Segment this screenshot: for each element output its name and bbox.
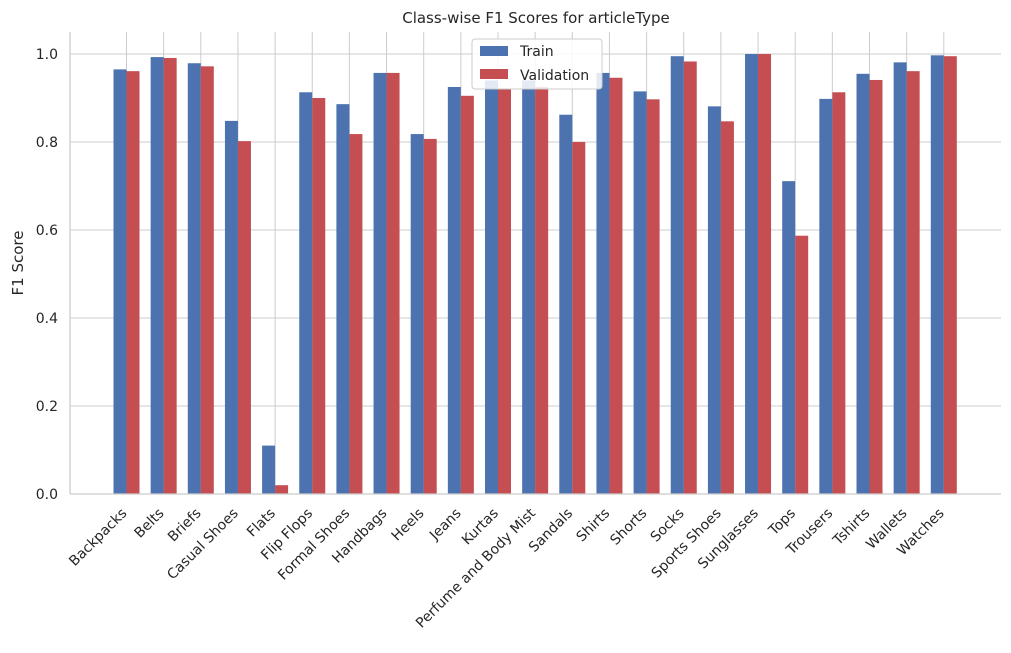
bar-validation-shirts — [609, 77, 623, 494]
x-tick-label: Shirts — [574, 506, 614, 546]
y-tick-label: 0.2 — [36, 399, 58, 415]
bar-validation-tops — [795, 235, 809, 494]
x-tick-label: Tops — [765, 506, 799, 540]
legend-label-validation: Validation — [520, 68, 589, 84]
chart-title: Class-wise F1 Scores for articleType — [402, 9, 670, 27]
y-tick-label: 0.4 — [36, 311, 58, 327]
bar-train-formal-shoes — [336, 104, 350, 494]
bar-train-heels — [410, 134, 424, 494]
bar-train-tops — [782, 181, 796, 494]
bar-validation-jeans — [460, 95, 474, 495]
bar-train-belts — [150, 57, 164, 495]
x-tick-label: Heels — [389, 506, 428, 545]
bar-train-tshirts — [856, 73, 870, 495]
y-axis-label: F1 Score — [9, 231, 27, 296]
bar-validation-flats — [275, 485, 289, 494]
bar-validation-sports-shoes — [720, 121, 734, 494]
bar-train-perfume-and-body-mist — [522, 80, 536, 495]
y-tick-label: 1.0 — [36, 47, 58, 63]
bar-train-kurtas — [485, 80, 498, 495]
bar-train-watches — [930, 55, 944, 494]
bars — [113, 54, 957, 495]
y-tick-labels: 0.0 0.2 0.4 0.6 0.8 1.0 — [36, 47, 58, 503]
legend: Train Validation — [471, 38, 603, 90]
bar-validation-handbags — [386, 72, 400, 495]
x-tick-label: Shorts — [607, 506, 650, 549]
bar-train-briefs — [187, 63, 201, 495]
legend-swatch-validation — [480, 69, 508, 79]
bar-validation-socks — [683, 61, 697, 494]
y-tick-label: 0.6 — [36, 223, 58, 239]
bar-validation-kurtas — [498, 89, 511, 494]
legend-label-train: Train — [519, 44, 554, 60]
bar-validation-tshirts — [869, 79, 883, 495]
bar-validation-briefs — [200, 66, 214, 494]
y-tick-label: 0.0 — [36, 487, 58, 503]
bar-validation-flip-flops — [312, 98, 326, 494]
bar-validation-heels — [423, 138, 437, 495]
x-tick-label: Backpacks — [66, 506, 130, 570]
bar-train-casual-shoes — [224, 120, 238, 494]
bar-validation-backpacks — [126, 71, 140, 494]
bar-validation-shorts — [646, 99, 660, 494]
bar-validation-sunglasses — [758, 54, 772, 494]
bar-train-backpacks — [113, 69, 127, 495]
bar-validation-watches — [943, 56, 957, 494]
bar-train-flip-flops — [299, 92, 313, 494]
x-tick-label: Flats — [244, 506, 279, 541]
bar-train-trousers — [819, 98, 833, 494]
bar-train-shorts — [633, 91, 647, 495]
bar-validation-wallets — [906, 71, 920, 494]
bar-validation-belts — [163, 57, 177, 495]
bar-validation-casual-shoes — [237, 141, 251, 494]
bar-train-jeans — [447, 87, 461, 494]
bar-validation-formal-shoes — [349, 134, 363, 494]
bar-train-flats — [262, 445, 276, 494]
bar-train-socks — [670, 56, 684, 494]
x-tick-label: Belts — [131, 506, 167, 542]
bar-train-wallets — [893, 62, 907, 495]
bar-train-shirts — [596, 72, 610, 495]
y-tick-label: 0.8 — [36, 135, 58, 151]
bar-train-sunglasses — [745, 54, 759, 494]
legend-swatch-train — [480, 46, 508, 56]
bar-validation-trousers — [832, 92, 846, 494]
bar-validation-sandals — [572, 142, 586, 494]
bar-train-sandals — [559, 114, 573, 494]
bar-train-handbags — [373, 72, 387, 495]
bar-train-sports-shoes — [707, 106, 721, 495]
bar-validation-perfume-and-body-mist — [535, 87, 549, 494]
x-tick-label: Jeans — [426, 506, 465, 545]
